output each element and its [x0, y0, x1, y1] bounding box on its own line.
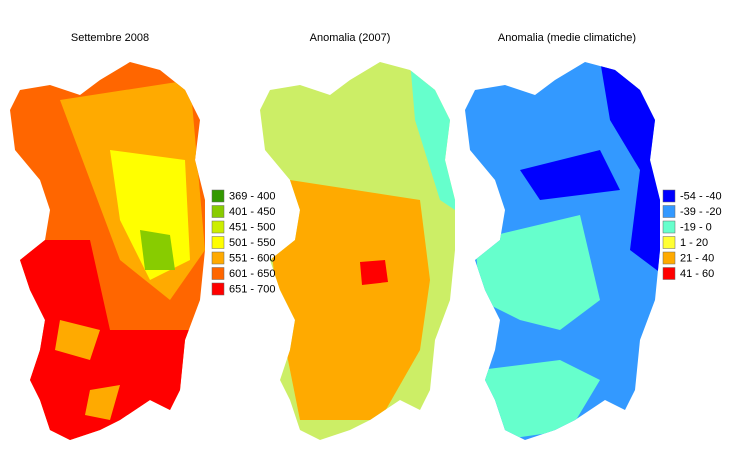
legend-label: 41 - 60	[680, 268, 714, 280]
legend-label: 451 - 500	[229, 221, 275, 233]
legend-label: 1 - 20	[680, 237, 708, 249]
legend-swatch	[662, 267, 676, 280]
legend-swatch	[211, 282, 225, 296]
legend-label: 651 - 700	[229, 283, 275, 295]
map-settembre	[10, 62, 205, 440]
legend-swatch	[662, 189, 676, 203]
legend-swatch	[211, 236, 225, 249]
legend-swatch	[211, 205, 225, 218]
legend-label: -19 - 0	[680, 221, 712, 233]
legend-swatch	[211, 251, 225, 265]
legend-label: 551 - 600	[229, 252, 275, 264]
legend-swatch	[662, 236, 676, 249]
legend-label: 21 - 40	[680, 252, 714, 264]
legend-swatch	[662, 220, 676, 234]
map-title: Anomalia (medie climatiche)	[498, 32, 636, 44]
legend-label: 501 - 550	[229, 237, 275, 249]
map-title: Settembre 2008	[71, 32, 149, 44]
legend-label: -54 - -40	[680, 190, 722, 202]
map-title: Anomalia (2007)	[310, 32, 391, 44]
legend-label: 369 - 400	[229, 190, 275, 202]
legend-label: 601 - 650	[229, 268, 275, 280]
map-anomalia-2007	[260, 62, 455, 440]
legend-swatch	[662, 205, 676, 218]
legend-swatch	[662, 251, 676, 265]
legend-swatch	[211, 267, 225, 280]
legend-label: 401 - 450	[229, 206, 275, 218]
legend-label: -39 - -20	[680, 206, 722, 218]
legend-swatch	[211, 220, 225, 234]
map-anomalia-medie	[465, 62, 660, 440]
legend-swatch	[211, 189, 225, 203]
